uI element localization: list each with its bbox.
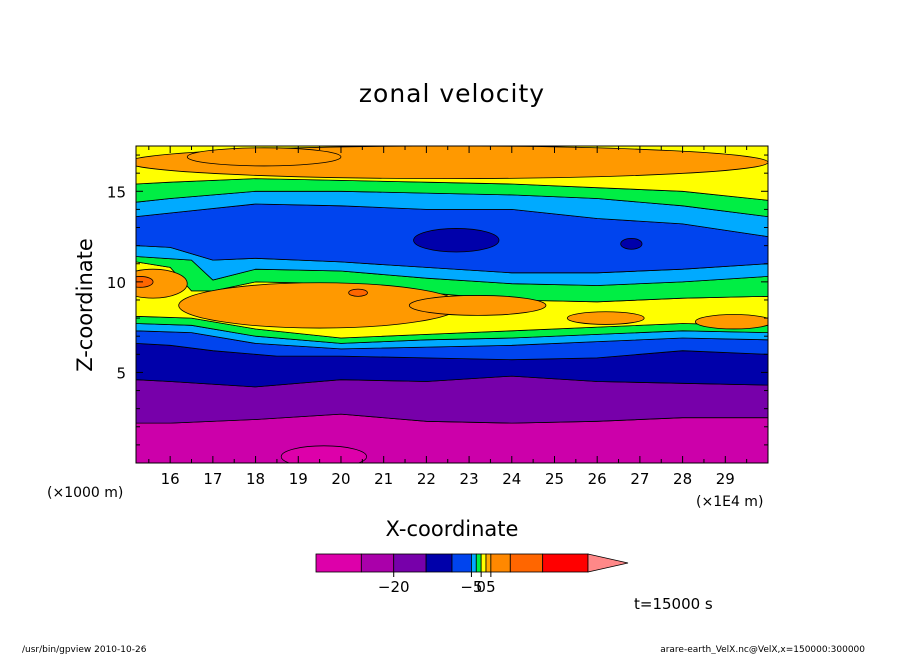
x-axis: 16 17 18 19 20 21 22 23 24 25 26 27 28 29	[148, 146, 748, 488]
contour-blob-11	[280, 445, 367, 463]
colorbar-segment	[485, 553, 492, 573]
colorbar-tick-label: 5	[486, 578, 496, 596]
x-scale-note: (×1E4 m)	[696, 494, 763, 510]
x-tick-label: 18	[246, 470, 265, 488]
contour-blob-5	[136, 276, 154, 288]
contour-blob-8	[620, 237, 643, 250]
time-label: t=15000 s	[634, 595, 713, 613]
contour-blob-4	[136, 268, 188, 299]
contour-blob-7	[413, 228, 500, 253]
colorbar-segment	[480, 553, 487, 573]
colorbar-tick-label: −5	[460, 578, 482, 596]
x-tick-label: 17	[203, 470, 222, 488]
x-tick-label: 23	[460, 470, 479, 488]
y-tick-label: 10	[107, 274, 126, 292]
x-axis-label: X-coordinate	[386, 517, 519, 541]
colorbar-segment	[509, 553, 544, 573]
x-tick-label: 21	[374, 470, 393, 488]
colorbar-segment	[425, 553, 453, 573]
colorbar-segment	[360, 553, 395, 573]
y-tick-label: 5	[116, 364, 126, 382]
y-scale-note: (×1000 m)	[47, 485, 123, 501]
x-tick-label: 27	[630, 470, 649, 488]
chart-title: zonal velocity	[359, 79, 545, 108]
colorbar-segment	[475, 553, 482, 573]
x-tick-label: 16	[161, 470, 180, 488]
y-axis: 5 10 15	[107, 154, 768, 446]
contour-blob-2	[566, 311, 645, 325]
x-tick-label: 26	[588, 470, 607, 488]
contour-blob-10	[186, 147, 342, 167]
x-tick-label: 19	[289, 470, 308, 488]
contour-blob-6	[348, 288, 368, 297]
contour-blob-1	[408, 295, 547, 316]
x-tick-label: 25	[545, 470, 564, 488]
footer-right: arare-earth_VelX.nc@VelX,x=150000:300000	[660, 645, 865, 654]
contour-field	[136, 146, 768, 463]
colorbar-segment	[451, 553, 472, 573]
y-tick-label: 15	[107, 183, 126, 201]
colorbar-segment	[490, 553, 511, 573]
colorbar-segment	[542, 553, 589, 573]
x-tick-label: 28	[673, 470, 692, 488]
contour-blob-3	[695, 314, 768, 330]
plot-frame	[135, 145, 769, 464]
colorbar-segment	[471, 553, 477, 573]
x-tick-label: 22	[417, 470, 436, 488]
x-tick-label: 24	[502, 470, 521, 488]
footer-left: /usr/bin/gpview 2010-10-26	[22, 645, 147, 654]
colorbar-tick-label: 0	[476, 578, 486, 596]
colorbar-tick-label: −20	[378, 578, 410, 596]
colorbar-segment	[315, 553, 362, 573]
x-tick-label: 20	[331, 470, 350, 488]
colorbar-extend-triangle	[587, 553, 629, 573]
contour-blobs	[136, 146, 768, 463]
colorbar-segment	[393, 553, 427, 573]
x-tick-label: 29	[716, 470, 735, 488]
colorbar: −20 −50 5	[315, 553, 629, 596]
y-axis-label: Z-coordinate	[73, 238, 97, 372]
